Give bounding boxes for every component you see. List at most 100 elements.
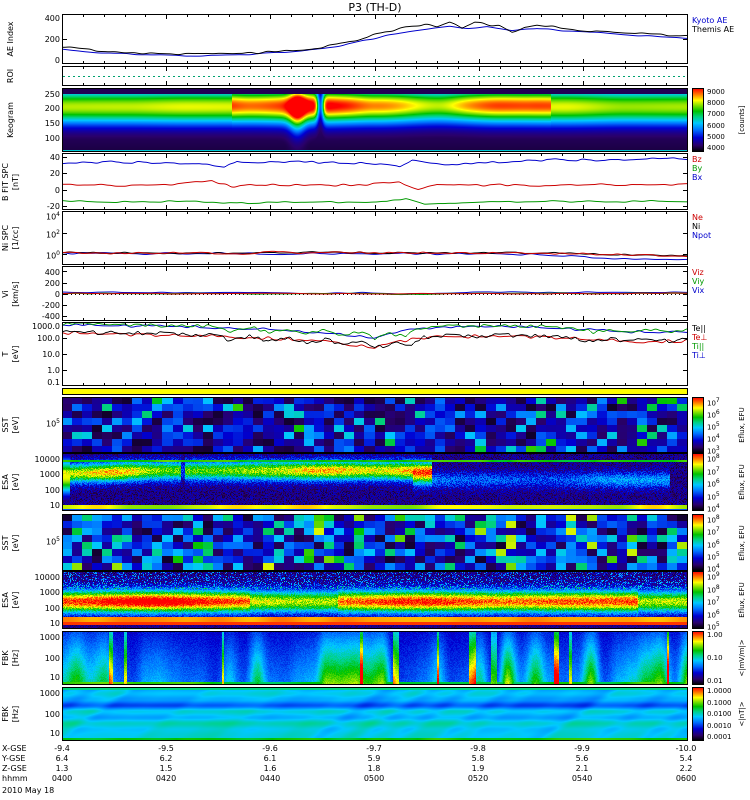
x-axis-value: 1.9	[471, 764, 485, 773]
right-label-ni-Ni: Ni	[692, 222, 701, 231]
ytick-te-2: 10.0	[42, 350, 60, 359]
ylabel-fbkb: FBK	[1, 706, 10, 722]
ytick-vi-0: 400	[44, 267, 60, 277]
ytick-ni-1: 102	[45, 228, 60, 240]
ytick-fbke-2: 10	[49, 673, 60, 683]
x-axis-value: 1.5	[159, 764, 173, 773]
right-label-b-Bz: Bz	[692, 155, 702, 164]
ylabel2-esae: [eV]	[11, 591, 20, 609]
ylabel2-b: [nT]	[11, 173, 20, 190]
x-axis-row-label-hhmm: hhmm	[2, 774, 28, 783]
panel-fbke-canvas	[62, 631, 688, 685]
panel-esai-canvas	[62, 453, 688, 511]
colorbar-tick-keo-2: 7000	[707, 110, 725, 119]
colorbar-tick-keo-4: 5000	[707, 132, 725, 141]
ytick-esae-2: 100	[44, 604, 60, 614]
x-axis-row-label-X-GSE: X-GSE	[2, 744, 27, 753]
colorbar-tick-ssti-1: 106	[707, 409, 720, 420]
colorbar-tick-fbke-0: 1.00	[707, 631, 723, 639]
ylabel-b: B FIT SPC	[1, 162, 10, 201]
colorbar-tick-keo-3: 6000	[707, 121, 725, 130]
ytick-esae-1: 1000	[39, 588, 60, 598]
x-axis-value: 1.8	[367, 764, 381, 773]
colorbar-keo	[692, 88, 704, 152]
x-axis-time: 0440	[259, 774, 281, 783]
ylabel2-ssti: [eV]	[11, 416, 20, 434]
panel-ssti-canvas	[62, 397, 688, 453]
colorbar-tick-keo-0: 9000	[707, 88, 725, 96]
colorbar-tick-esai-4: 104	[707, 503, 720, 514]
colorbar-tick-sste-4: 104	[707, 563, 720, 574]
ytick-ae-0: 400	[44, 14, 60, 23]
colorbar-sste	[692, 514, 704, 571]
colorbar-tick-sste-1: 107	[707, 526, 720, 537]
x-axis-value: -10.0	[675, 744, 697, 753]
x-axis-value: 6.1	[263, 754, 277, 763]
colorbar-tick-ssti-2: 105	[707, 421, 720, 432]
ylabel2-vi: [km/s]	[11, 280, 20, 307]
panel-keo-canvas	[62, 88, 688, 152]
ytick-b-3: -20	[46, 201, 60, 211]
x-axis-value: -9.6	[262, 744, 278, 753]
ylabel-te: T	[1, 351, 10, 357]
colorbar-tick-keo-5: 4000	[707, 144, 725, 152]
x-axis-value: 6.2	[159, 754, 173, 763]
x-axis-time: 0400	[51, 774, 73, 783]
colorbar-fbke	[692, 631, 704, 685]
panel-ybar-canvas	[62, 388, 688, 395]
right-label-te-Ti: Ti⊥	[692, 351, 706, 360]
colorbar-fbkb	[692, 687, 704, 741]
ytick-b-0: 40	[49, 153, 60, 163]
colorbar-tick-esai-2: 106	[707, 478, 720, 489]
colorbar-tick-esae-4: 105	[707, 621, 720, 632]
ytick-sste-0: 105	[45, 535, 60, 547]
colorbar-esai	[692, 453, 704, 511]
x-axis-row-label-Z-GSE: Z-GSE	[2, 764, 27, 773]
colorbar-unit-ssti: Eflux, EFU	[738, 407, 746, 443]
ylabel2-esai: [eV]	[11, 473, 20, 491]
colorbar-tick-ssti-0: 107	[707, 397, 720, 408]
colorbar-tick-esai-1: 107	[707, 465, 720, 476]
x-axis-value: 6.4	[55, 754, 69, 763]
ytick-keo-1: 200	[44, 104, 60, 114]
ylabel-roi: ROI	[6, 68, 15, 84]
ytick-ni-0: 104	[45, 211, 60, 222]
ylabel-ni: Ni SPC	[1, 224, 10, 252]
ylabel2-fbke: [Hz]	[11, 649, 20, 667]
plot-title: P3 (TH-D)	[348, 1, 402, 14]
ylabel2-fbkb: [Hz]	[11, 705, 20, 723]
colorbar-unit-fbke: <|mV/m|>	[738, 639, 746, 677]
ylabel2-sste: [eV]	[11, 534, 20, 551]
ytick-vi-1: 200	[44, 278, 60, 288]
ylabel-sste: SST	[1, 534, 10, 551]
ytick-vi-3: -200	[41, 300, 60, 310]
date-label: 2010 May 18	[2, 786, 55, 795]
ytick-esai-3: 10	[49, 501, 60, 511]
right-label-vi-Viz: Viz	[692, 268, 704, 277]
ylabel2-ni: [1/cc]	[11, 226, 20, 250]
right-label-ae-KyotoAE: Kyoto AE	[692, 16, 728, 25]
panel-sste-canvas	[62, 514, 688, 571]
x-axis-time: 0600	[675, 774, 697, 783]
ytick-ni-2: 100	[45, 250, 60, 261]
x-axis-time: 0500	[363, 774, 385, 783]
colorbar-unit-keo: [counts]	[738, 105, 746, 135]
ytick-esae-0: 10000	[34, 572, 60, 582]
panel-vi-canvas	[62, 266, 688, 321]
colorbar-tick-keo-1: 8000	[707, 99, 725, 108]
ytick-b-1: 20	[49, 169, 60, 179]
colorbar-tick-ssti-4: 103	[707, 445, 720, 456]
colorbar-tick-sste-3: 105	[707, 550, 720, 562]
ylabel2-te: [eV]	[11, 345, 20, 363]
right-label-ae-ThemisAE: Themis AE	[692, 25, 735, 34]
colorbar-tick-fbke-2: 0.01	[707, 677, 723, 685]
ytick-esae-3: 10	[49, 619, 60, 629]
colorbar-tick-fbkb-0: 1.0000	[707, 687, 732, 695]
x-axis-value: 2.2	[679, 764, 693, 773]
ytick-esai-1: 1000	[39, 470, 60, 480]
ytick-ae-2: 0	[54, 56, 60, 65]
ytick-ae-1: 200	[44, 35, 60, 44]
right-label-te-Te: Te||	[692, 324, 706, 333]
right-label-ni-Ne: Ne	[692, 213, 703, 222]
